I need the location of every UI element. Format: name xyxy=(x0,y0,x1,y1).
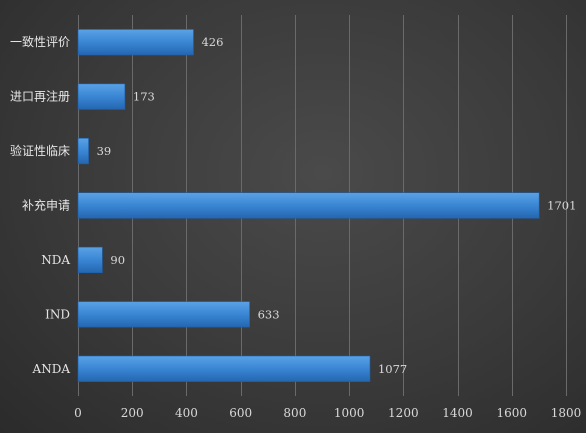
x-tick-label: 1200 xyxy=(388,406,419,420)
data-label: 426 xyxy=(201,35,223,49)
category-label: NDA xyxy=(41,253,70,267)
data-label: 173 xyxy=(133,90,155,104)
x-tick-label: 1600 xyxy=(497,406,528,420)
category-label: IND xyxy=(45,307,70,321)
bar-1 xyxy=(77,83,126,110)
x-tick-label: 1400 xyxy=(442,406,473,420)
x-tick-label: 1000 xyxy=(334,406,365,420)
bar-3 xyxy=(77,192,540,219)
data-label: 1701 xyxy=(547,199,576,213)
bar-4 xyxy=(77,246,103,274)
bar-6 xyxy=(77,355,371,382)
bar-5 xyxy=(77,301,250,328)
data-label: 39 xyxy=(97,144,112,158)
bar-2 xyxy=(77,137,89,165)
data-label: 633 xyxy=(258,307,280,321)
category-label: ANDA xyxy=(32,362,71,376)
x-tick-label: 400 xyxy=(175,406,198,420)
bars xyxy=(77,29,540,382)
x-tick-label: 200 xyxy=(121,406,144,420)
x-tick-label: 0 xyxy=(74,406,82,420)
bar-0 xyxy=(77,29,194,56)
category-label: 进口再注册 xyxy=(10,89,70,104)
category-label: 验证性临床 xyxy=(10,143,70,158)
category-label: 一致性评价 xyxy=(10,35,70,49)
x-tick-label: 600 xyxy=(229,406,252,420)
data-label: 1077 xyxy=(378,362,407,376)
labels: 0 200 400 600 800 1000 1200 1400 1600 1800 一致性评价 42… xyxy=(10,35,581,420)
data-label: 90 xyxy=(110,253,125,267)
x-tick-label: 1800 xyxy=(551,406,582,420)
category-label: 补充申请 xyxy=(22,198,70,213)
x-tick-label: 800 xyxy=(283,406,306,420)
